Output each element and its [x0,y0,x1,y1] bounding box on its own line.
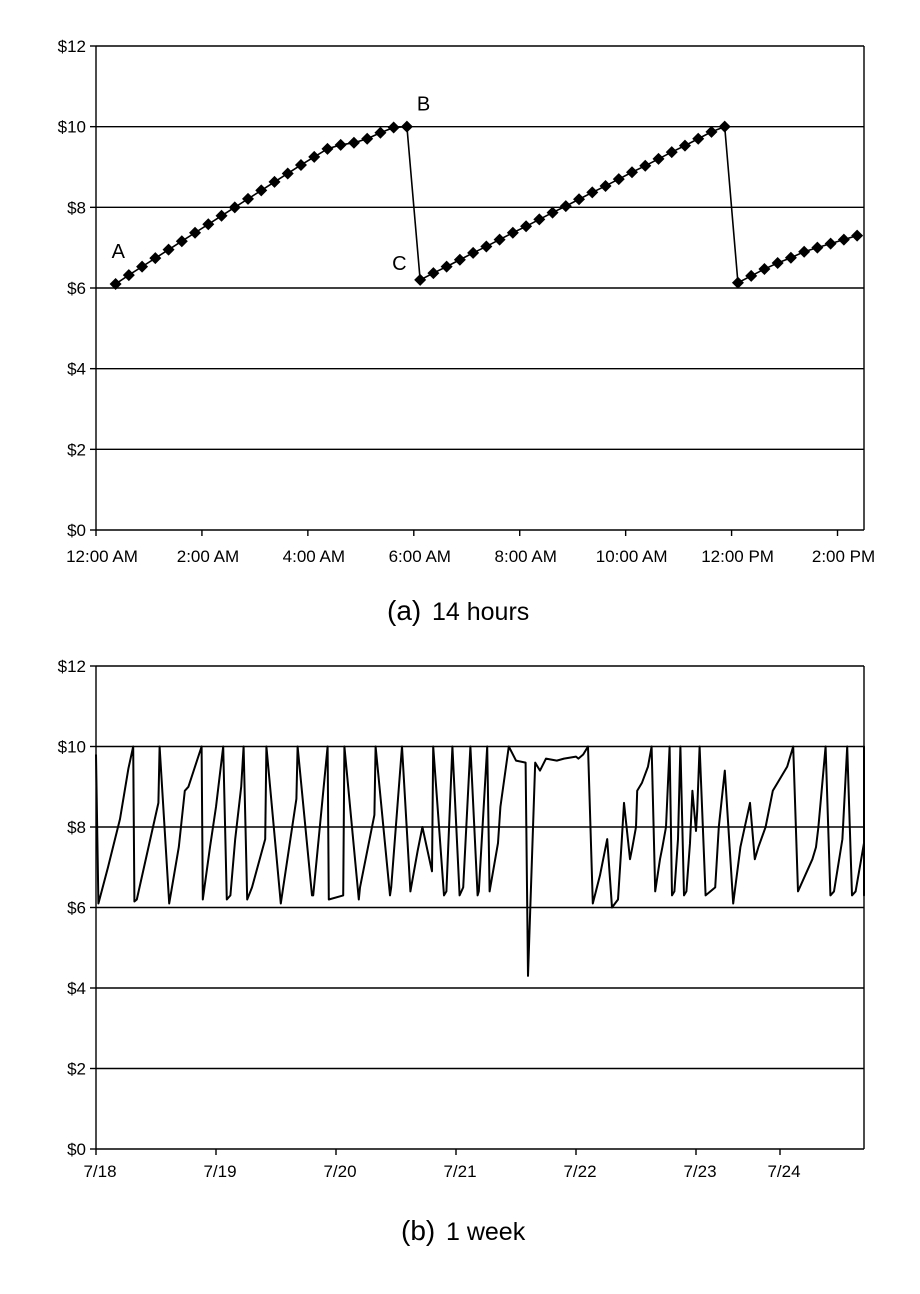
data-point [506,226,519,239]
data-point [361,132,374,145]
y-tick-label: $0 [67,521,86,540]
data-point [731,276,744,289]
data-point [586,186,599,199]
y-tick-label: $6 [67,899,86,918]
y-tick-label: $10 [58,738,86,757]
data-point [533,213,546,226]
data-point [228,201,241,214]
caption-a-letter: (a) [387,595,421,626]
x-tick-label: 2:00 PM [812,547,875,566]
x-tick-label: 6:00 AM [389,547,451,566]
y-tick-label: $12 [58,37,86,56]
data-point [626,166,639,179]
y-tick-label: $8 [67,198,86,217]
data-point [705,125,718,138]
x-tick-label: 4:00 AM [283,547,345,566]
data-point [824,237,837,250]
x-tick-label: 7/20 [323,1162,356,1181]
data-point [334,138,347,151]
chart-b: $0 $2 $4 $6 $8 $10 $12 7/18 7/19 7/20 7/21 7/22 7/23… [58,657,865,1181]
data-point [215,209,228,222]
data-point [374,126,387,139]
x-tick-label: 7/23 [683,1162,716,1181]
data-point [467,246,480,259]
x-tick-label: 7/24 [767,1162,800,1181]
data-point [387,121,400,134]
data-point [520,220,533,233]
data-point [652,152,665,165]
y-tick-label: $6 [67,279,86,298]
y-tick-label: $0 [67,1140,86,1159]
caption-b-letter: (b) [401,1215,435,1246]
y-tick-label: $2 [67,440,86,459]
data-point [573,193,586,206]
x-tick-label: 10:00 AM [596,547,668,566]
y-tick-label: $10 [58,118,86,137]
data-point [678,139,691,152]
data-point [599,179,612,192]
data-point [268,175,281,188]
data-point [162,243,175,256]
data-point [122,269,135,282]
data-point [308,150,321,163]
data-point [811,241,824,254]
data-point [559,200,572,213]
data-point [255,184,268,197]
data-point [427,267,440,280]
y-tick-label: $12 [58,657,86,676]
data-point [242,192,255,205]
y-tick-label: $8 [67,818,86,837]
x-tick-label: 12:00 PM [701,547,774,566]
x-tick-label: 7/22 [563,1162,596,1181]
data-point [493,233,506,246]
data-point [758,263,771,276]
data-point [612,173,625,186]
data-point [837,233,850,246]
data-point [149,252,162,265]
data-point [784,251,797,264]
y-tick-label: $2 [67,1060,86,1079]
series-line [115,125,858,285]
data-point [400,120,413,133]
data-point [453,253,466,266]
data-point [480,240,493,253]
data-point [175,235,188,248]
data-point [347,136,360,149]
data-point [281,167,294,180]
x-tick-label: 8:00 AM [495,547,557,566]
x-tick-label: 7/21 [443,1162,476,1181]
y-tick-label: $4 [67,979,86,998]
data-point [639,159,652,172]
y-tick-label: $4 [67,360,86,379]
annotation-label: C [392,253,406,275]
data-point [321,142,334,155]
data-point [745,269,758,282]
data-point [414,273,427,286]
annotation-label: A [112,241,126,263]
data-point [109,277,122,290]
caption-b-text: 1 week [446,1218,526,1246]
data-point [294,158,307,171]
data-point [771,256,784,269]
data-point [546,206,559,219]
chart-a: $0 $2 $4 $6 $8 $10 $12 12:00 AM 2:00 AM 4:00 AM 6:… [58,37,876,566]
x-tick-label: 2:00 AM [177,547,239,566]
annotation-label: B [417,94,430,116]
data-point [136,260,149,273]
series-line [95,745,865,977]
data-point [189,226,202,239]
data-point [665,146,678,159]
data-point [440,260,453,273]
caption-a-text: 14 hours [432,598,529,626]
data-point [718,120,731,133]
data-point [202,218,215,231]
x-tick-label: 7/18 [83,1162,116,1181]
data-point [798,245,811,258]
x-tick-label: 12:00 AM [66,547,138,566]
x-tick-label: 7/19 [203,1162,236,1181]
data-point [851,229,864,242]
data-point [692,132,705,145]
